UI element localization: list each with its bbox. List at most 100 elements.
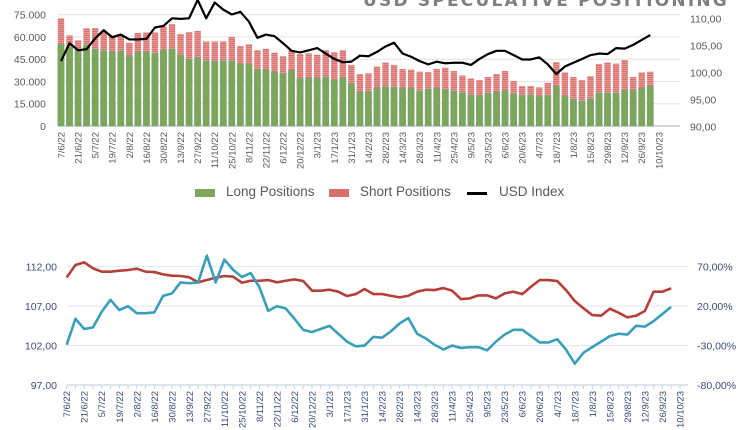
short-bar — [296, 54, 304, 79]
x-tick-label: 14/2/23 — [378, 391, 389, 423]
short-bar — [493, 74, 500, 93]
long-bar — [493, 91, 500, 127]
x-tick-label: 14/2/23 — [364, 132, 375, 164]
legend-swatch-usd — [467, 192, 487, 195]
x-tick-label: 2/8/22 — [125, 132, 136, 158]
long-bar — [544, 95, 552, 127]
short-bar — [339, 50, 347, 78]
long-bar — [467, 94, 475, 127]
short-bar — [407, 69, 415, 89]
short-bar — [587, 76, 594, 99]
short-bar — [604, 62, 611, 94]
legend-swatch-short — [329, 189, 349, 197]
short-bar — [433, 69, 440, 89]
short-bar — [510, 81, 517, 94]
x-tick-label: 12/9/23 — [620, 132, 631, 164]
x-tick-label: 22/11/22 — [272, 391, 283, 427]
short-bar — [442, 67, 449, 90]
x-tick-label: 11/10/22 — [220, 391, 231, 427]
short-bar — [117, 35, 124, 51]
x-tick-label: 23/5/23 — [500, 391, 511, 423]
long-bar — [271, 71, 278, 127]
long-bar — [604, 93, 611, 127]
x-tick-label: 13/9/22 — [176, 132, 187, 164]
x-tick-label: 20/6/23 — [518, 132, 529, 164]
short-bar — [416, 71, 423, 91]
y-right-tick-label: 110,00 — [690, 13, 721, 25]
x-tick-label: 6/12/22 — [279, 132, 290, 164]
x-tick-label: 16/8/22 — [142, 132, 153, 164]
x-tick-label: 25/10/22 — [227, 132, 238, 169]
short-bar — [501, 71, 509, 91]
long-bar — [365, 91, 372, 127]
usd-index-line-bottom — [65, 254, 672, 366]
y-left-tick-label: 97,00 — [31, 380, 57, 392]
long-bar — [382, 86, 389, 127]
short-bar — [66, 35, 73, 48]
short-bar — [237, 45, 244, 64]
long-bar — [288, 69, 295, 127]
legend-label-usd: USD Index — [499, 184, 565, 199]
long-bar — [416, 90, 424, 127]
x-tick-label: 10/10/23 — [654, 132, 665, 169]
long-bar — [612, 93, 620, 127]
y-left-tick-label: 0 — [40, 121, 46, 133]
x-tick-label: 14/3/23 — [413, 391, 424, 423]
short-bar — [484, 77, 492, 94]
long-bar — [476, 95, 483, 127]
long-bar — [100, 50, 108, 127]
x-tick-label: 12/9/23 — [640, 391, 651, 423]
long-bar — [83, 44, 91, 127]
legend-label-short: Short Positions — [360, 184, 451, 199]
short-bar — [57, 18, 65, 45]
long-bar — [638, 87, 646, 127]
short-bar — [279, 56, 287, 74]
long-bar — [202, 60, 210, 127]
long-bar — [236, 63, 244, 127]
legend: Long Positions Short Positions USD Index — [0, 184, 750, 202]
x-tick-label: 28/2/23 — [395, 391, 406, 423]
short-bar — [536, 87, 543, 97]
short-bar — [476, 79, 483, 96]
long-bar — [535, 96, 543, 127]
short-bar — [168, 24, 176, 49]
long-bar — [151, 53, 159, 127]
long-bar — [117, 50, 125, 127]
short-bar — [100, 31, 107, 51]
y-right-tick-label: 95,00 — [690, 95, 716, 107]
y-right-tick-label: 20,00% — [697, 301, 733, 313]
long-bar — [313, 77, 321, 127]
usd-index-line — [60, 0, 651, 76]
x-tick-label: 11/4/23 — [432, 132, 443, 163]
short-bar — [245, 44, 253, 64]
short-bar — [220, 41, 227, 61]
y-left-tick-label: 45.000 — [14, 54, 46, 66]
short-bar — [126, 42, 133, 57]
long-bar — [91, 48, 99, 127]
short-bar — [544, 82, 551, 96]
short-bar — [202, 41, 210, 61]
short-bar — [561, 72, 569, 96]
y-left-tick-label: 30.000 — [14, 76, 46, 88]
x-tick-label: 7/6/22 — [62, 391, 73, 417]
y-left-tick-label: 107,00 — [25, 301, 57, 313]
x-tick-label: 15/8/23 — [605, 391, 616, 423]
short-bar — [595, 63, 603, 93]
y-left-tick-label: 60.000 — [14, 32, 46, 44]
x-tick-label: 17/1/23 — [343, 391, 354, 423]
long-bar — [450, 90, 458, 127]
x-tick-label: 20/6/23 — [535, 391, 546, 423]
x-tick-label: 31/1/23 — [347, 132, 358, 164]
long-bar — [407, 87, 415, 127]
short-bar — [348, 65, 355, 84]
long-bar — [305, 77, 313, 127]
long-bar — [322, 76, 330, 127]
long-bar — [621, 89, 629, 127]
x-tick-label: 19/7/22 — [115, 391, 126, 423]
short-bar — [527, 85, 534, 95]
y-right-tick-label: 90,00 — [690, 122, 716, 134]
long-bar — [373, 87, 381, 127]
y-right-tick-label: -80,00% — [697, 380, 736, 392]
long-bar — [262, 69, 270, 127]
